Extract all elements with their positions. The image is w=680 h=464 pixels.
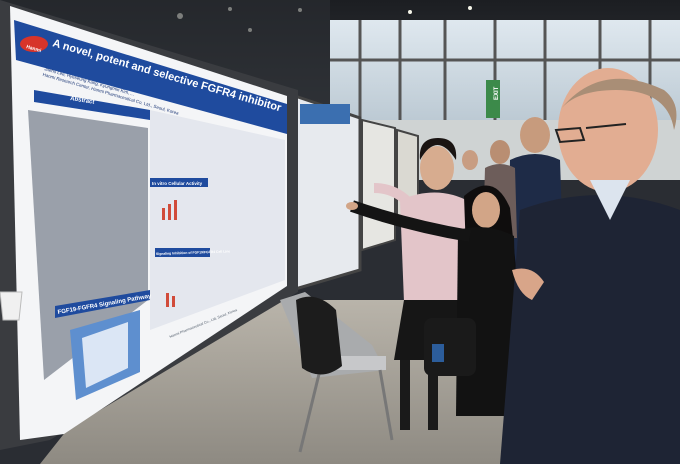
abstract-heading-bar — [34, 90, 150, 120]
backpack — [296, 296, 342, 375]
attendee-woman-black — [346, 185, 518, 416]
poster-in-vivo-heading: Signaling Inhibition of FGF19/FGFR4 Cell… — [156, 249, 230, 256]
pathway-cell — [82, 322, 128, 388]
pathway-heading-bar — [55, 290, 150, 318]
attendee-man-suit — [500, 68, 680, 464]
poster-title-banner — [14, 20, 287, 134]
poster-in-vitro-heading: In vitro Cellular Activity — [152, 181, 203, 186]
results-figures — [150, 110, 285, 330]
poster-2-header — [300, 104, 350, 124]
exit-sign — [486, 80, 500, 118]
hanmi-logo — [20, 36, 48, 52]
exit-sign-text: EXIT — [494, 86, 500, 100]
in-vivo-heading-bar — [155, 248, 210, 257]
bar-chart-marks — [162, 200, 177, 307]
poster-abstract-heading: Abstract — [70, 96, 95, 106]
poster-logo-text: Hanmi — [25, 44, 42, 54]
plastic-cup — [0, 291, 23, 321]
poster-board-2 — [290, 92, 362, 293]
in-vitro-heading-bar — [150, 178, 208, 187]
